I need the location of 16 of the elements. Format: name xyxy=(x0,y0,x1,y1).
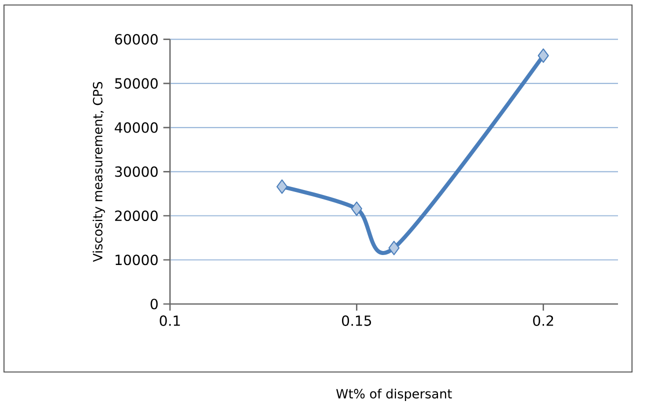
y-axis-title: Viscosity measurement, CPS xyxy=(92,82,105,262)
y-tick-label: 50000 xyxy=(115,78,158,89)
point xyxy=(388,240,400,256)
y-tick-label: 0 xyxy=(150,298,158,310)
y-tick-label: 40000 xyxy=(114,122,158,133)
point xyxy=(276,179,288,194)
point xyxy=(351,202,362,216)
x-tick-label: 0.1 xyxy=(160,315,180,326)
y-tick-label: 60000 xyxy=(115,34,158,45)
x-tick-label: 0.2 xyxy=(533,315,554,326)
y-tick-label: 30000 xyxy=(115,166,158,177)
x-axis-title: Wt% of dispersant xyxy=(336,388,452,401)
y-tick-label: 20000 xyxy=(115,210,158,222)
y-tick-label: 10000 xyxy=(116,254,158,266)
x-tick-label: 0.15 xyxy=(342,315,372,326)
point xyxy=(538,48,549,63)
